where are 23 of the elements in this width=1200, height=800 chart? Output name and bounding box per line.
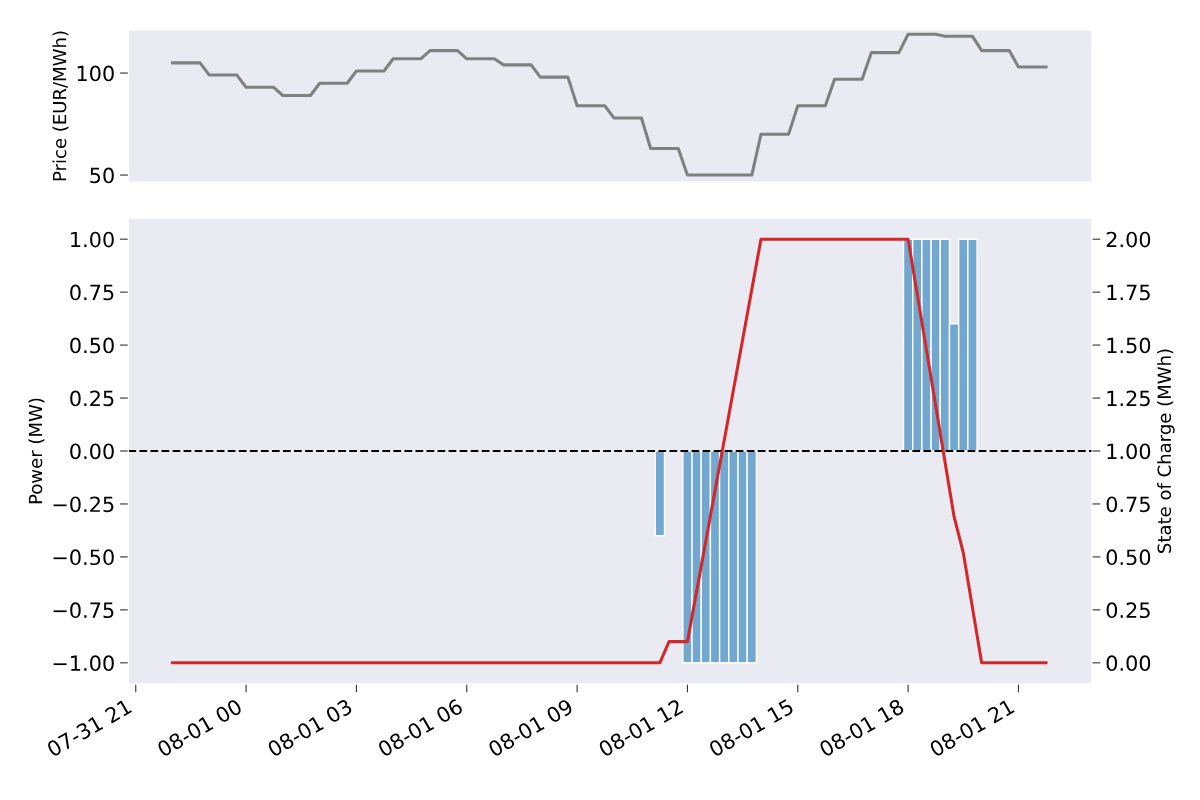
y2-tick-label: 2.00 xyxy=(1106,231,1151,248)
y2-tick-label: 0.25 xyxy=(1106,602,1150,619)
y2-tick-label: 0.50 xyxy=(1106,549,1151,566)
y2-tick-label: 1.50 xyxy=(1107,337,1151,354)
y-tick-label: 0.50 xyxy=(70,337,114,354)
y-tick-label: −0.75 xyxy=(53,602,114,619)
y-tick-label: 0.00 xyxy=(70,443,114,460)
y-tick-label: −1.00 xyxy=(53,655,114,672)
y-tick-label: 1.00 xyxy=(71,231,114,248)
y2-tick-label: 0.75 xyxy=(1106,496,1150,513)
y-axis-title: Power (MW) xyxy=(28,398,45,504)
y-tick-label: 0.25 xyxy=(70,390,114,407)
y-tick-label: 0.75 xyxy=(70,284,114,301)
y2-tick-label: 0.00 xyxy=(1106,655,1151,672)
y-tick-label: 50 xyxy=(90,167,114,184)
y2-tick-label: 1.75 xyxy=(1107,284,1150,301)
y-tick-label: 100 xyxy=(77,65,114,82)
y2-tick-label: 1.25 xyxy=(1107,390,1150,407)
y-tick-label: −0.25 xyxy=(53,496,114,513)
y-tick-label: −0.50 xyxy=(53,549,114,566)
y-axis-title: Price (EUR/MWh) xyxy=(52,31,69,181)
y2-axis-title: State of Charge (MWh) xyxy=(1157,349,1175,553)
y2-tick-label: 1.00 xyxy=(1107,443,1151,460)
